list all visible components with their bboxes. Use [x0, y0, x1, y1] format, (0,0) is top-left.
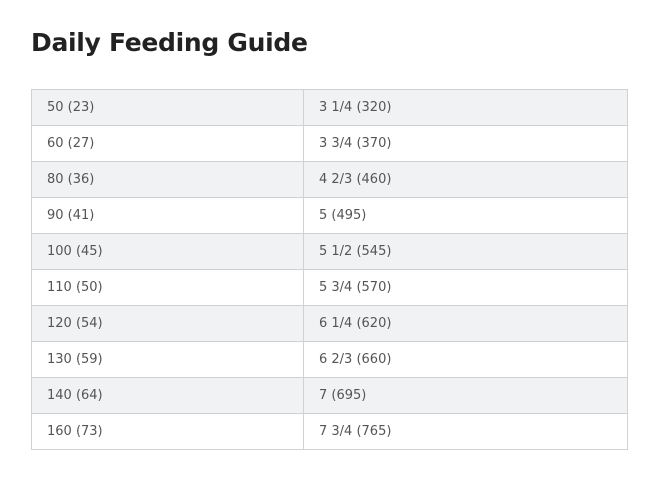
table-row: 60 (27) 3 3/4 (370)	[31, 125, 628, 162]
table-cell: 100 (45)	[31, 233, 304, 270]
table-cell: 7 (695)	[303, 377, 628, 414]
table-cell: 80 (36)	[31, 161, 304, 198]
table-cell: 6 2/3 (660)	[303, 341, 628, 378]
table-cell: 3 3/4 (370)	[303, 125, 628, 162]
table-cell: 5 (495)	[303, 197, 628, 234]
table-cell: 60 (27)	[31, 125, 304, 162]
table-row: 110 (50) 5 3/4 (570)	[31, 269, 628, 306]
table-cell: 6 1/4 (620)	[303, 305, 628, 342]
table-cell: 160 (73)	[31, 413, 304, 450]
table-row: 130 (59) 6 2/3 (660)	[31, 341, 628, 378]
table-row: 100 (45) 5 1/2 (545)	[31, 233, 628, 270]
table-cell: 90 (41)	[31, 197, 304, 234]
table-body: 50 (23) 3 1/4 (320) 60 (27) 3 3/4 (370) 80 (…	[31, 89, 628, 450]
title: Daily Feeding Guide	[31, 28, 308, 57]
table-cell: 4 2/3 (460)	[303, 161, 628, 198]
table-row: 120 (54) 6 1/4 (620)	[31, 305, 628, 342]
table-cell: 3 1/4 (320)	[303, 89, 628, 126]
table-row: 50 (23) 3 1/4 (320)	[31, 89, 628, 126]
table-cell: 5 3/4 (570)	[303, 269, 628, 306]
table-cell: 110 (50)	[31, 269, 304, 306]
table-cell: 50 (23)	[31, 89, 304, 126]
table-cell: 130 (59)	[31, 341, 304, 378]
table-row: 140 (64) 7 (695)	[31, 377, 628, 414]
table-cell: 120 (54)	[31, 305, 304, 342]
table-cell: 7 3/4 (765)	[303, 413, 628, 450]
table-row: 90 (41) 5 (495)	[31, 197, 628, 234]
table-cell: 140 (64)	[31, 377, 304, 414]
table-row: 160 (73) 7 3/4 (765)	[31, 413, 628, 450]
feeding-table: 50 (23) 3 1/4 (320) 60 (27) 3 3/4 (370) 80 (…	[31, 89, 628, 450]
table-cell: 5 1/2 (545)	[303, 233, 628, 270]
table-row: 80 (36) 4 2/3 (460)	[31, 161, 628, 198]
